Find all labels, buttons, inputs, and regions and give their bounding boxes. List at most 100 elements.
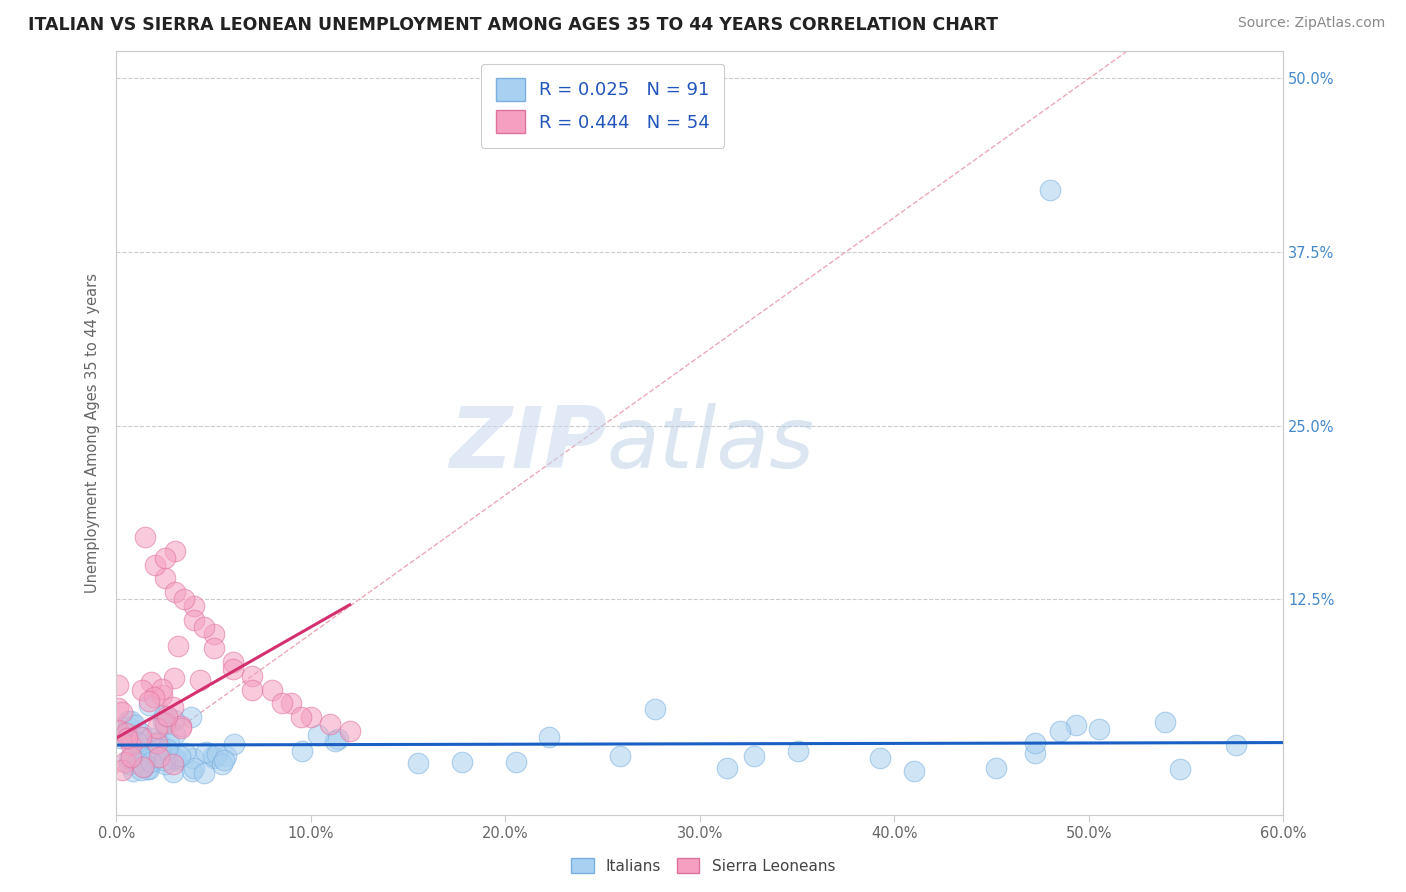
- Point: [167, 639, 190, 653]
- Point: [222, 737, 245, 751]
- Point: [129, 730, 152, 744]
- Point: [1024, 736, 1046, 750]
- Point: [609, 748, 631, 763]
- Point: [120, 714, 142, 728]
- Point: [201, 749, 224, 764]
- Point: [202, 751, 225, 765]
- Point: [131, 730, 153, 744]
- Point: [120, 739, 142, 753]
- Point: [159, 747, 181, 761]
- Point: [142, 749, 165, 764]
- Point: [188, 673, 211, 687]
- Text: ZIP: ZIP: [449, 402, 606, 485]
- Point: [644, 702, 666, 716]
- Point: [143, 558, 166, 572]
- Point: [143, 690, 166, 704]
- Point: [108, 731, 131, 745]
- Point: [270, 697, 292, 711]
- Point: [111, 705, 134, 719]
- Text: atlas: atlas: [606, 402, 814, 485]
- Point: [716, 761, 738, 775]
- Point: [162, 699, 184, 714]
- Point: [214, 753, 236, 767]
- Point: [163, 713, 186, 727]
- Point: [131, 682, 153, 697]
- Point: [153, 756, 176, 771]
- Point: [1064, 718, 1087, 732]
- Point: [1024, 746, 1046, 760]
- Point: [290, 710, 312, 724]
- Point: [138, 731, 160, 745]
- Point: [165, 727, 187, 741]
- Point: [1087, 723, 1109, 737]
- Point: [156, 742, 179, 756]
- Point: [162, 764, 184, 779]
- Point: [162, 756, 184, 771]
- Point: [146, 736, 169, 750]
- Point: [145, 734, 167, 748]
- Point: [173, 746, 195, 760]
- Point: [153, 716, 176, 731]
- Point: [134, 530, 156, 544]
- Point: [222, 655, 245, 669]
- Point: [153, 709, 176, 723]
- Point: [128, 747, 150, 761]
- Text: ITALIAN VS SIERRA LEONEAN UNEMPLOYMENT AMONG AGES 35 TO 44 YEARS CORRELATION CHA: ITALIAN VS SIERRA LEONEAN UNEMPLOYMENT A…: [28, 16, 998, 34]
- Point: [1049, 723, 1071, 738]
- Point: [742, 748, 765, 763]
- Point: [121, 749, 143, 764]
- Point: [127, 755, 149, 769]
- Point: [163, 751, 186, 765]
- Point: [211, 756, 233, 771]
- Point: [153, 714, 176, 729]
- Point: [242, 682, 264, 697]
- Point: [202, 627, 225, 641]
- Point: [195, 745, 218, 759]
- Point: [183, 760, 205, 774]
- Point: [129, 749, 152, 764]
- Point: [193, 765, 215, 780]
- Point: [323, 733, 346, 747]
- Point: [114, 725, 136, 739]
- Point: [129, 726, 152, 740]
- Point: [205, 747, 228, 761]
- Point: [117, 714, 139, 728]
- Point: [1039, 183, 1062, 197]
- Point: [110, 763, 132, 777]
- Point: [117, 731, 139, 746]
- Point: [148, 741, 170, 756]
- Point: [869, 751, 891, 765]
- Point: [291, 744, 314, 758]
- Point: [153, 753, 176, 767]
- Point: [149, 738, 172, 752]
- Point: [152, 715, 174, 730]
- Point: [299, 710, 322, 724]
- Point: [180, 709, 202, 723]
- Y-axis label: Unemployment Among Ages 35 to 44 years: Unemployment Among Ages 35 to 44 years: [86, 273, 100, 592]
- Point: [328, 732, 350, 747]
- Point: [121, 733, 143, 747]
- Point: [132, 759, 155, 773]
- Point: [114, 755, 136, 769]
- Point: [132, 760, 155, 774]
- Point: [152, 688, 174, 702]
- Point: [135, 751, 157, 765]
- Point: [135, 762, 157, 776]
- Point: [129, 763, 152, 777]
- Legend: Italians, Sierra Leoneans: Italians, Sierra Leoneans: [565, 852, 841, 880]
- Point: [181, 751, 204, 765]
- Point: [122, 764, 145, 778]
- Point: [157, 737, 180, 751]
- Point: [169, 719, 191, 733]
- Text: Source: ZipAtlas.com: Source: ZipAtlas.com: [1237, 16, 1385, 30]
- Point: [307, 728, 329, 742]
- Point: [139, 755, 162, 769]
- Point: [163, 671, 186, 685]
- Point: [163, 543, 186, 558]
- Point: [260, 682, 283, 697]
- Legend: R = 0.025   N = 91, R = 0.444   N = 54: R = 0.025 N = 91, R = 0.444 N = 54: [481, 63, 724, 148]
- Point: [242, 668, 264, 682]
- Point: [138, 694, 160, 708]
- Point: [125, 735, 148, 749]
- Point: [143, 747, 166, 761]
